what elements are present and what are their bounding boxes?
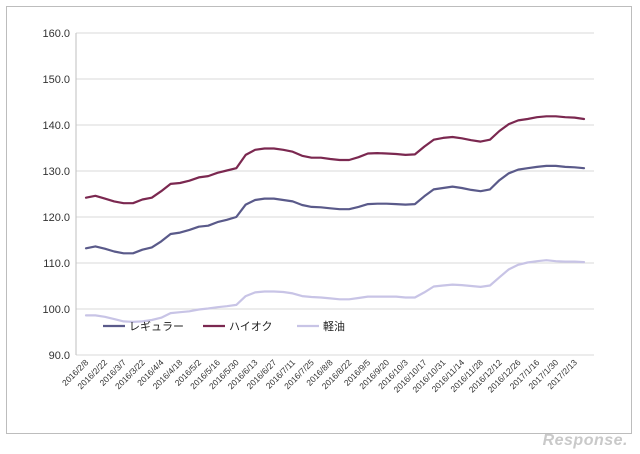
legend-label-2: 軽油 — [323, 319, 345, 333]
series-lines — [84, 115, 586, 323]
line-chart: 90.0100.0110.0120.0130.0140.0150.0160.0 … — [42, 28, 594, 394]
gridlines — [75, 32, 594, 356]
legend-label-0: レギュラー — [129, 320, 184, 333]
y-tick-label: 110.0 — [43, 258, 70, 270]
y-tick-label: 150.0 — [42, 74, 70, 86]
x-axis-ticks: 2016/2/82016/2/222016/3/72016/3/222016/4… — [60, 357, 579, 394]
legend: レギュラー ハイオク 軽油 — [103, 319, 345, 333]
series-line-0 — [84, 164, 586, 255]
y-axis-ticks: 90.0 100.0 110.0 120.0 130.0 140.0 150.0 160.0 — [42, 28, 70, 362]
series-line-1 — [84, 115, 586, 205]
y-tick-label: 140.0 — [42, 120, 70, 132]
y-tick-label: 130.0 — [42, 166, 70, 178]
y-tick-label: 120.0 — [42, 212, 70, 224]
y-tick-label: 90.0 — [49, 350, 70, 362]
chart-frame: 90.0 100.0 110.0 120.0 130.0 140.0 150.0 160.0 … — [6, 6, 632, 434]
y-tick-label: 100.0 — [42, 304, 70, 316]
legend-label-1: ハイオク — [229, 320, 273, 333]
watermark-logo: Response. — [542, 432, 628, 449]
y-tick-label: 160.0 — [42, 28, 70, 40]
series-line-2 — [84, 259, 586, 323]
